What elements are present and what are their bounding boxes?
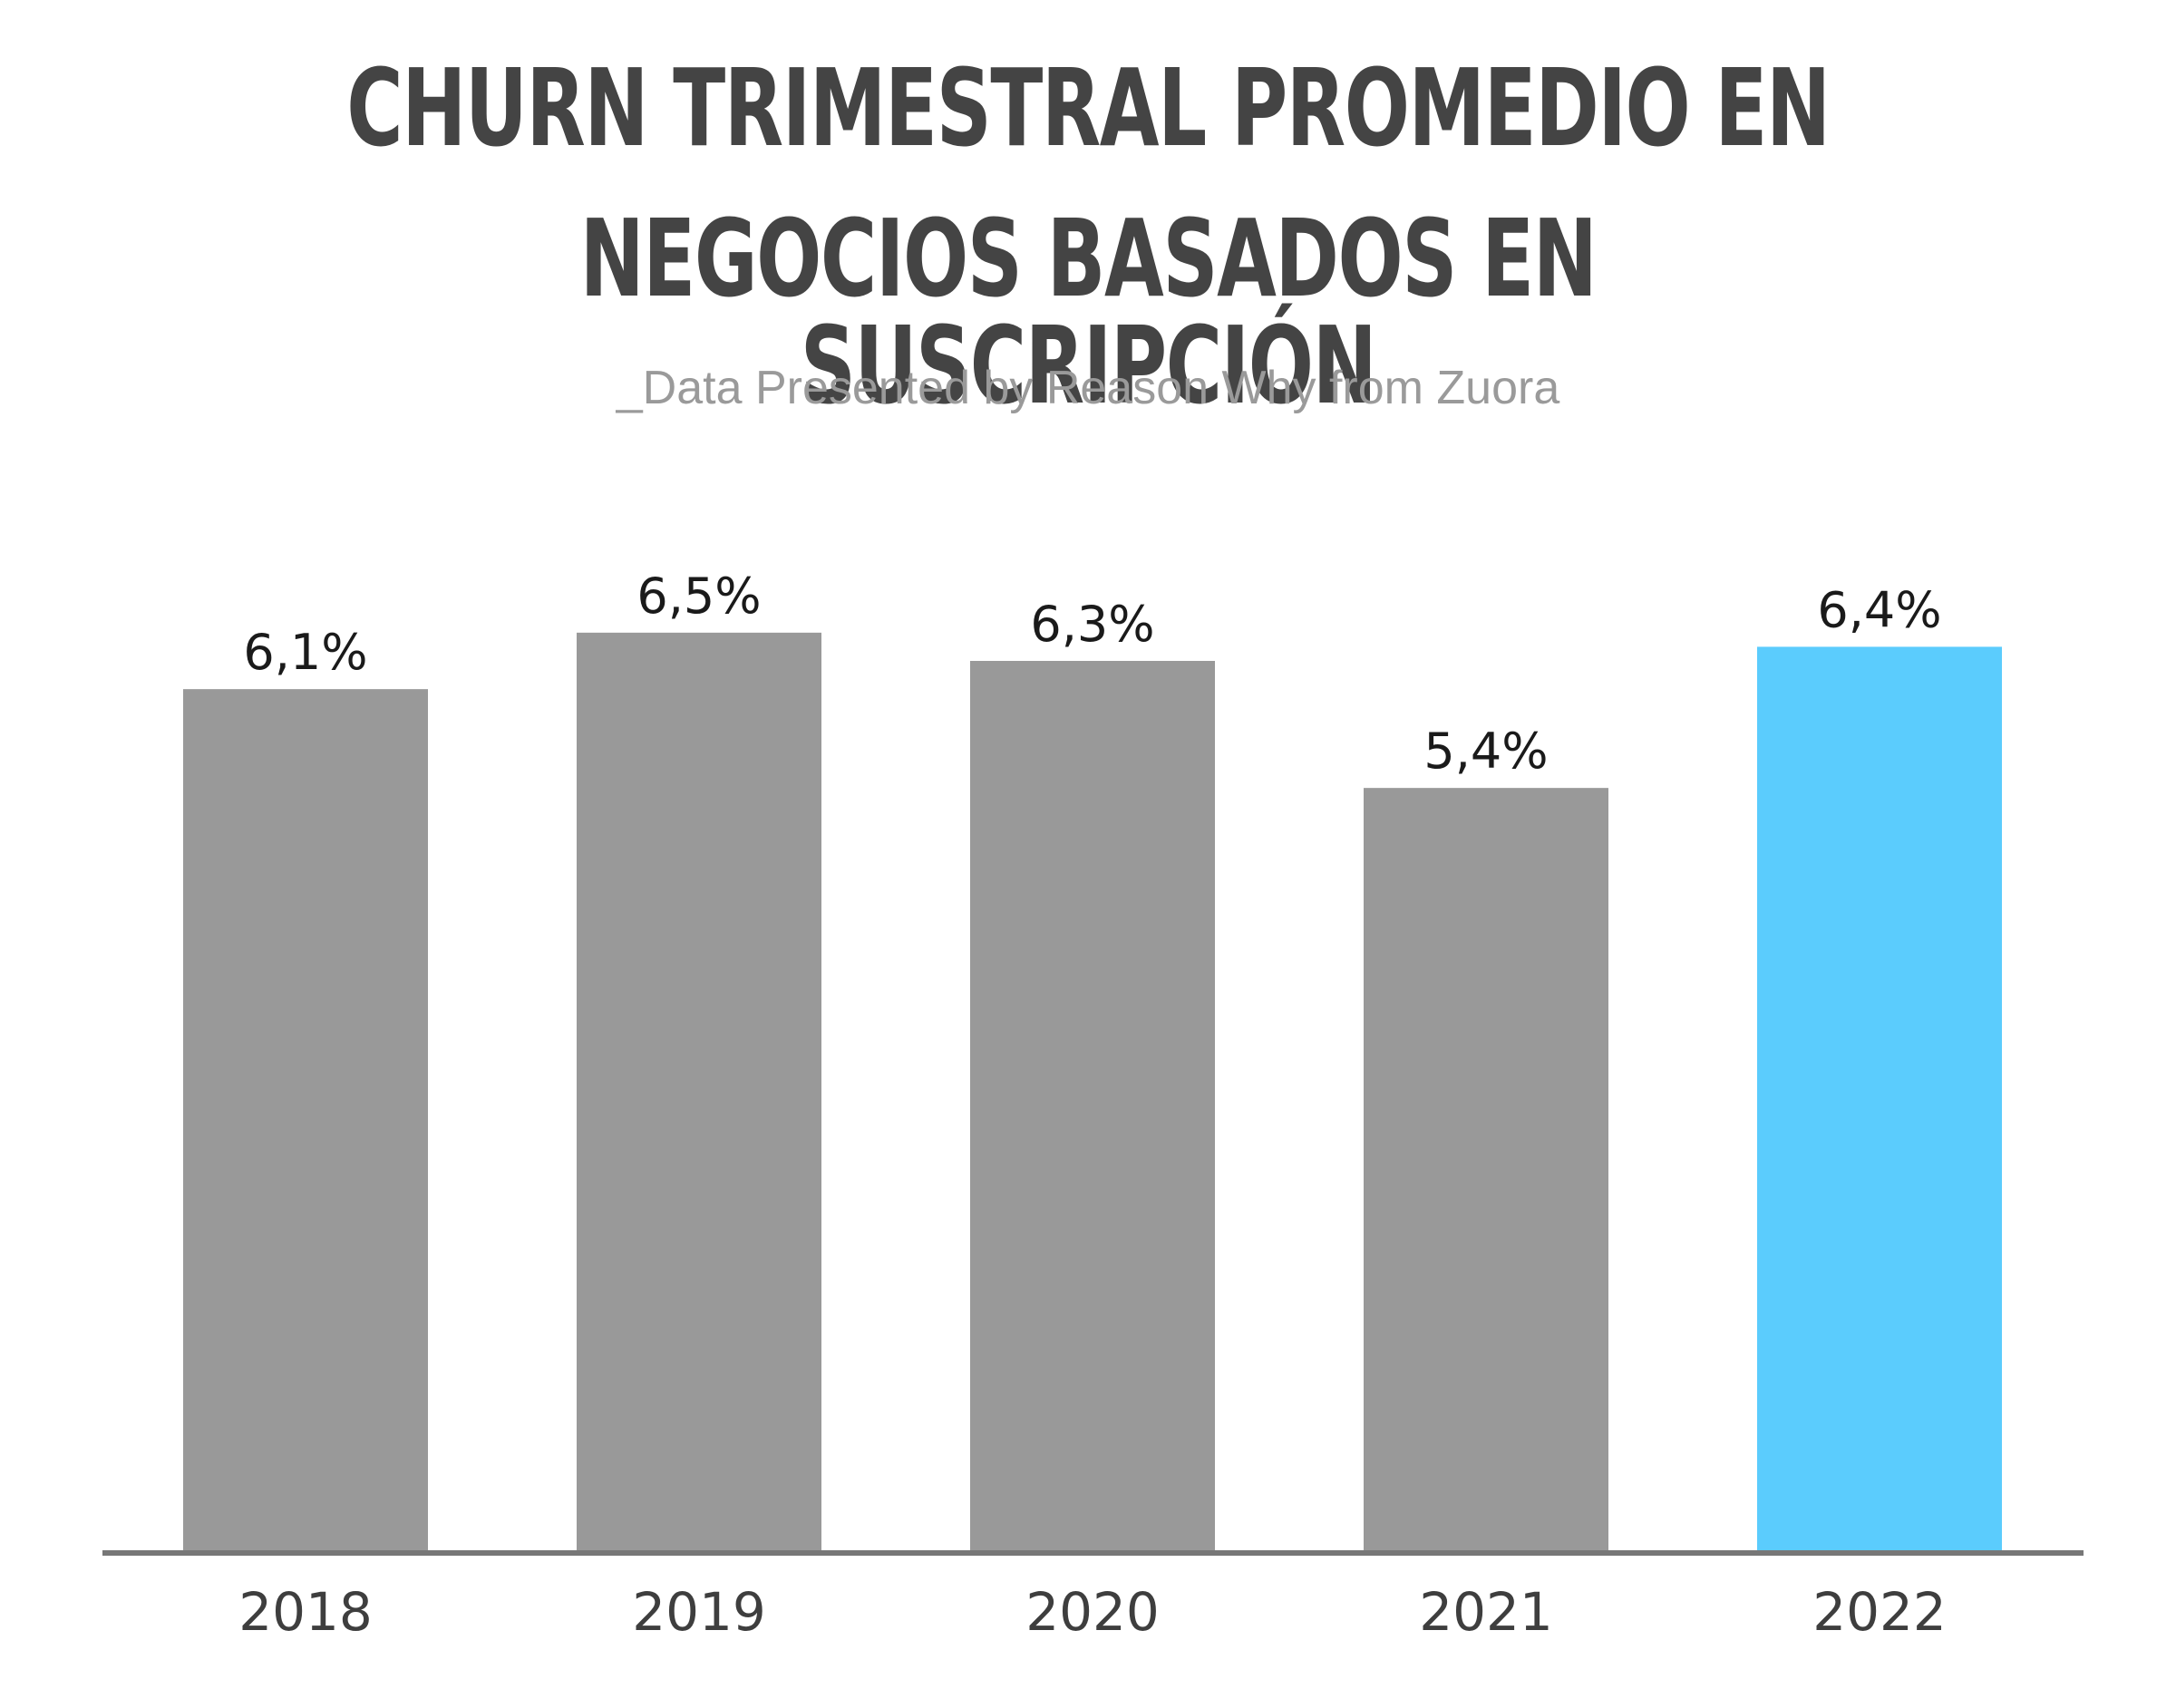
- value-label-2019: 6,5%: [636, 568, 761, 625]
- bar-2018: [183, 689, 428, 1550]
- bar-2021: [1364, 788, 1608, 1550]
- bars-group: [183, 632, 2002, 1550]
- value-label-2020: 6,3%: [1030, 596, 1154, 653]
- value-labels-group: 6,1% 6,5% 6,3% 5,4% 6,4%: [243, 568, 1941, 780]
- value-label-2018: 6,1%: [243, 624, 367, 681]
- value-label-2022: 6,4%: [1817, 581, 1941, 638]
- chart-title-line-2: NEGOCIOS BASADOS EN SUSCRIPCIÓN: [579, 196, 1598, 428]
- category-label-2020: 2020: [1025, 1581, 1160, 1643]
- category-labels-group: 2018 2019 2020 2021 2022: [238, 1581, 1947, 1643]
- bar-2019: [577, 632, 821, 1550]
- category-label-2022: 2022: [1812, 1581, 1947, 1643]
- category-label-2018: 2018: [238, 1581, 373, 1643]
- bar-2020: [970, 661, 1215, 1550]
- bar-2022: [1757, 646, 2002, 1550]
- chart-subtitle: _Data Presented by Reason Why from Zuora: [616, 362, 1560, 414]
- chart-title-line-1: CHURN TRIMESTRAL PROMEDIO EN: [346, 45, 1831, 170]
- category-label-2021: 2021: [1419, 1581, 1553, 1643]
- value-label-2021: 5,4%: [1423, 723, 1548, 780]
- category-label-2019: 2019: [632, 1581, 766, 1643]
